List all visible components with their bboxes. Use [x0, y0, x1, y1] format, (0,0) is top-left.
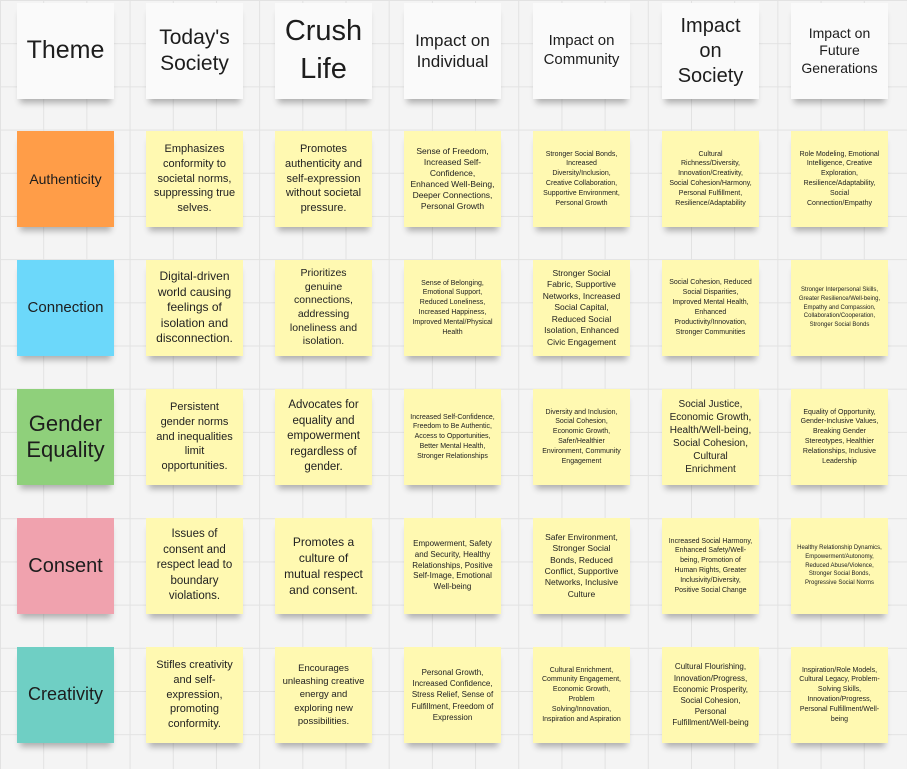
sticky-note[interactable]: Emphasizes conformity to societal norms,… — [146, 131, 243, 227]
sticky-note[interactable]: Digital-driven world causing feelings of… — [146, 260, 243, 356]
sticky-note[interactable]: Cultural Richness/Diversity, Innovation/… — [662, 131, 759, 227]
sticky-note[interactable]: Role Modeling, Emotional Intelligence, C… — [791, 131, 888, 227]
sticky-note[interactable]: Inspiration/Role Models, Cultural Legacy… — [791, 647, 888, 743]
sticky-note[interactable]: Stronger Social Bonds, Increased Diversi… — [533, 131, 630, 227]
sticky-note[interactable]: Sense of Freedom, Increased Self-Confide… — [404, 131, 501, 227]
sticky-note[interactable]: Persistent gender norms and inequalities… — [146, 389, 243, 485]
sticky-note[interactable]: Issues of consent and respect lead to bo… — [146, 518, 243, 614]
header-todays-society[interactable]: Today's Society — [146, 3, 243, 99]
header-impact-society[interactable]: Impact on Society — [662, 3, 759, 99]
sticky-note[interactable]: Cultural Enrichment, Community Engagemen… — [533, 647, 630, 743]
sticky-note[interactable]: Personal Growth, Increased Confidence, S… — [404, 647, 501, 743]
sticky-note[interactable]: Diversity and Inclusion, Social Cohesion… — [533, 389, 630, 485]
header-impact-individual[interactable]: Impact on Individual — [404, 3, 501, 99]
theme-note-creativity[interactable]: Creativity — [17, 647, 114, 743]
header-impact-community[interactable]: Impact on Community — [533, 3, 630, 99]
sticky-note[interactable]: Stronger Interpersonal Skills, Greater R… — [791, 260, 888, 356]
header-crush-life[interactable]: Crush Life — [275, 3, 372, 99]
sticky-note[interactable]: Stifles creativity and self-expression, … — [146, 647, 243, 743]
sticky-note[interactable]: Increased Self-Confidence, Freedom to Be… — [404, 389, 501, 485]
sticky-note[interactable]: Sense of Belonging, Emotional Support, R… — [404, 260, 501, 356]
sticky-note[interactable]: Safer Environment, Stronger Social Bonds… — [533, 518, 630, 614]
sticky-note[interactable]: Cultural Flourishing, Innovation/Progres… — [662, 647, 759, 743]
sticky-note[interactable]: Advocates for equality and empowerment r… — [275, 389, 372, 485]
theme-note-consent[interactable]: Consent — [17, 518, 114, 614]
sticky-note[interactable]: Stronger Social Fabric, Supportive Netwo… — [533, 260, 630, 356]
sticky-note[interactable]: Social Justice, Economic Growth, Health/… — [662, 389, 759, 485]
sticky-note[interactable]: Empowerment, Safety and Security, Health… — [404, 518, 501, 614]
theme-note-authenticity[interactable]: Authenticity — [17, 131, 114, 227]
header-theme[interactable]: Theme — [17, 3, 114, 99]
header-impact-future[interactable]: Impact on Future Generations — [791, 3, 888, 99]
sticky-note[interactable]: Healthy Relationship Dynamics, Empowerme… — [791, 518, 888, 614]
sticky-note[interactable]: Social Cohesion, Reduced Social Disparit… — [662, 260, 759, 356]
sticky-note[interactable]: Increased Social Harmony, Enhanced Safet… — [662, 518, 759, 614]
sticky-note[interactable]: Promotes a culture of mutual respect and… — [275, 518, 372, 614]
sticky-note[interactable]: Prioritizes genuine connections, address… — [275, 260, 372, 356]
theme-note-gender-equality[interactable]: Gender Equality — [17, 389, 114, 485]
sticky-note[interactable]: Encourages unleashing creative energy an… — [275, 647, 372, 743]
sticky-note[interactable]: Promotes authenticity and self-expressio… — [275, 131, 372, 227]
sticky-note[interactable]: Equality of Opportunity, Gender-Inclusiv… — [791, 389, 888, 485]
theme-note-connection[interactable]: Connection — [17, 260, 114, 356]
